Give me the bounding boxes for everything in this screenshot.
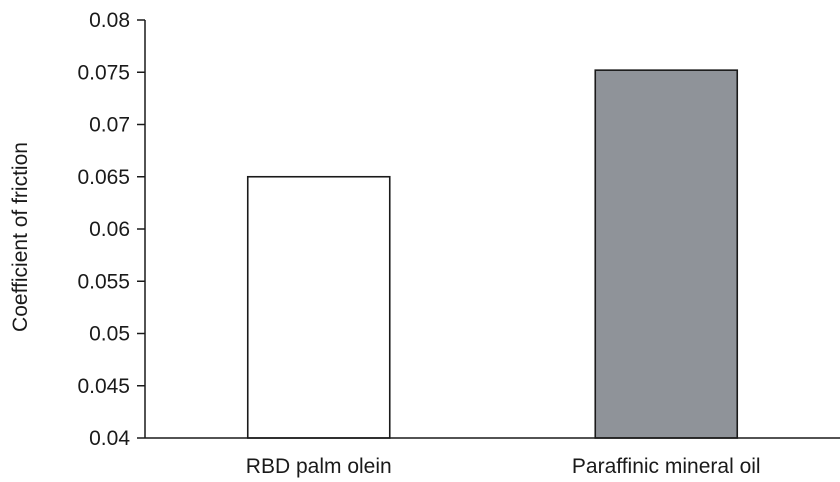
y-tick-label: 0.08 (89, 9, 130, 32)
bar-rbd-palm-olein (246, 175, 391, 439)
y-tick-label: 0.07 (89, 114, 130, 137)
y-axis-ticks: 0.04 0.045 0.05 0.055 0.06 0.065 0.07 0.075 0.08 (77, 9, 145, 450)
bars (246, 69, 739, 439)
y-tick-label: 0.065 (77, 166, 130, 189)
y-tick-label: 0.04 (89, 427, 130, 450)
y-axis-title: Coefficient of friction (9, 142, 32, 332)
y-tick-label: 0.045 (77, 375, 130, 398)
y-tick-label: 0.075 (77, 61, 130, 84)
y-tick-label: 0.05 (89, 323, 130, 346)
bar-paraffinic-mineral-oil (594, 69, 739, 439)
x-category-label: Paraffinic mineral oil (572, 455, 761, 478)
x-category-label: RBD palm olein (246, 455, 392, 478)
y-tick-label: 0.055 (77, 270, 130, 293)
y-tick-label: 0.06 (89, 218, 130, 241)
category-labels: RBD palm olein Paraffinic mineral oil (246, 455, 761, 478)
